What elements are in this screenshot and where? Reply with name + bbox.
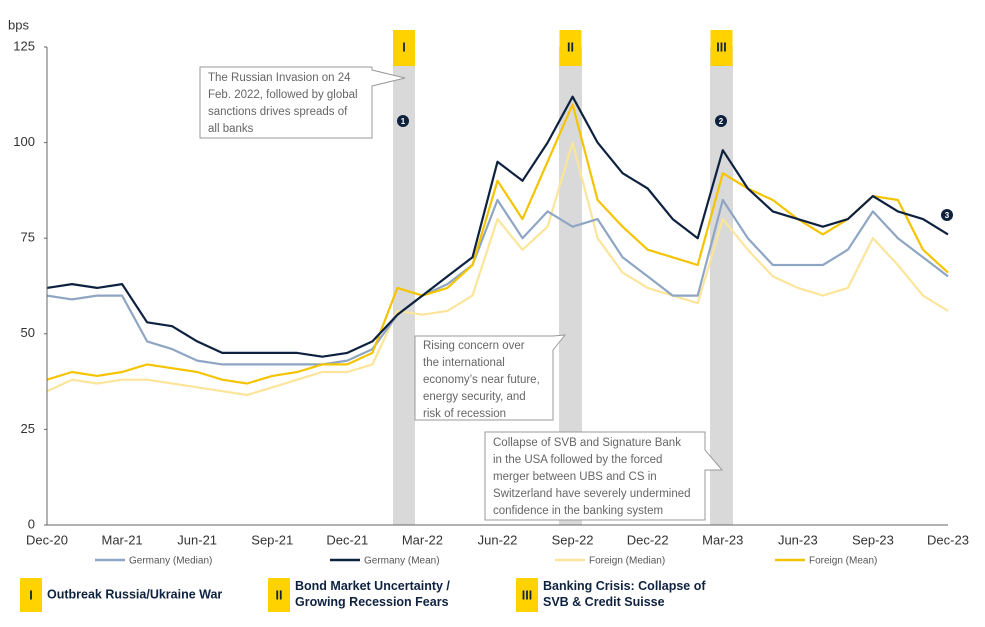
period-marker xyxy=(559,30,582,66)
y-tick-label: 50 xyxy=(21,325,35,340)
annotation-marker xyxy=(941,209,953,221)
y-tick-label: 25 xyxy=(21,421,35,436)
period-label: Outbreak Russia/Ukraine War xyxy=(47,587,222,601)
y-tick-label: 0 xyxy=(28,516,35,531)
callout xyxy=(484,431,724,521)
x-tick-label: Jun-23 xyxy=(778,532,818,547)
x-tick-label: Sep-23 xyxy=(852,532,894,547)
annotation-text: Rising concern over xyxy=(423,340,525,352)
annotation-marker xyxy=(397,115,409,127)
x-tick-label: Dec-21 xyxy=(326,532,368,547)
x-tick-label: Jun-22 xyxy=(478,532,518,547)
annotation-number: 1 xyxy=(401,117,406,126)
period-marker xyxy=(710,30,733,66)
x-tick-label: Dec-20 xyxy=(26,532,68,547)
annotation-text: merger between UBS and CS in xyxy=(493,471,657,483)
period-key-numeral: II xyxy=(276,588,283,602)
legend-label: Foreign (Mean) xyxy=(809,556,877,567)
annotation-text: risk of recession xyxy=(423,408,506,420)
callout xyxy=(414,334,567,421)
x-tick-label: Dec-23 xyxy=(927,532,969,547)
period-key-numeral: III xyxy=(522,588,532,602)
annotation-text: sanctions drives spreads of xyxy=(208,106,348,118)
annotation-text: energy security, and xyxy=(423,391,526,403)
callout xyxy=(199,66,406,139)
period-key-numeral: I xyxy=(29,588,32,602)
y-tick-label: 75 xyxy=(21,230,35,245)
x-tick-label: Jun-21 xyxy=(177,532,217,547)
period-label: Banking Crisis: Collapse of SVB & Credit … xyxy=(543,579,706,609)
annotation-text: Switzerland have severely undermined xyxy=(493,488,691,500)
annotation-number: 3 xyxy=(945,211,950,220)
annotation-text: economy’s near future, xyxy=(423,374,540,386)
legend-label: Foreign (Median) xyxy=(589,556,665,567)
y-tick-label: 125 xyxy=(13,38,35,53)
annotation-text: The Russian Invasion on 24 xyxy=(208,72,351,84)
period-band xyxy=(393,47,415,525)
y-axis-label: bps xyxy=(8,17,29,32)
y-tick-label: 100 xyxy=(13,134,35,149)
annotation-number: 2 xyxy=(719,117,724,126)
x-tick-label: Mar-23 xyxy=(702,532,743,547)
period-key xyxy=(268,578,290,612)
annotation-marker xyxy=(715,115,727,127)
annotation-text: confidence in the banking system xyxy=(493,505,663,517)
x-tick-label: Mar-22 xyxy=(402,532,443,547)
annotation-text: the international xyxy=(423,357,505,369)
period-numeral: III xyxy=(716,40,726,54)
period-numeral: I xyxy=(402,40,405,54)
legend-label: Germany (Median) xyxy=(129,556,212,567)
series-line xyxy=(46,95,949,358)
series-line xyxy=(46,141,949,397)
period-marker xyxy=(393,30,415,66)
x-tick-label: Sep-21 xyxy=(251,532,293,547)
x-tick-label: Dec-22 xyxy=(627,532,669,547)
period-numeral: II xyxy=(567,40,574,54)
x-tick-label: Sep-22 xyxy=(552,532,594,547)
series-line xyxy=(46,198,949,366)
legend-label: Germany (Mean) xyxy=(364,556,440,567)
annotation-text: in the USA followed by the forced xyxy=(493,454,662,466)
period-key xyxy=(20,578,42,612)
period-key xyxy=(516,578,538,612)
period-label: Bond Market Uncertainty / Growing Recessi… xyxy=(295,579,450,609)
x-tick-label: Mar-21 xyxy=(101,532,142,547)
annotation-text: Feb. 2022, followed by global xyxy=(208,89,358,101)
annotation-text: Collapse of SVB and Signature Bank xyxy=(493,437,681,449)
period-band xyxy=(710,47,733,525)
annotation-text: all banks xyxy=(208,123,254,135)
